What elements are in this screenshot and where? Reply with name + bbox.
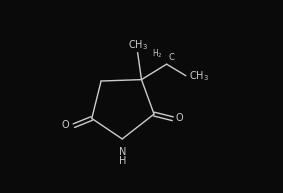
Text: C: C	[168, 53, 174, 62]
Text: O: O	[176, 113, 183, 123]
Text: H$_2$: H$_2$	[152, 48, 163, 60]
Text: CH$_3$: CH$_3$	[189, 69, 209, 83]
Text: N
H: N H	[119, 147, 126, 166]
Text: CH$_3$: CH$_3$	[128, 38, 148, 52]
Text: O: O	[61, 120, 69, 130]
